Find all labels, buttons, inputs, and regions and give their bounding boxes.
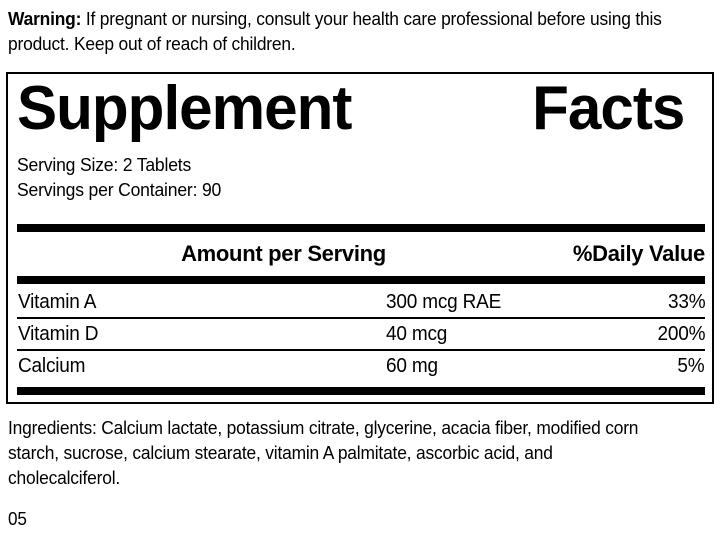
rule-thin-separator: [17, 349, 705, 351]
supplement-facts-inner: Supplement Facts Serving Size: 2 Tablets…: [17, 74, 705, 402]
serving-size: Serving Size: 2 Tablets: [17, 154, 192, 175]
nutrient-name: Vitamin D: [18, 323, 99, 345]
column-header-amount-per-serving: Amount per Serving: [181, 241, 386, 266]
rule-thick-bottom: [17, 387, 705, 395]
nutrient-amount: 40 mcg: [386, 323, 448, 345]
servings-per-container: Servings per Container: 90: [17, 179, 222, 200]
nutrient-name: Calcium: [18, 355, 86, 377]
page-title: Supplement Facts: [17, 74, 685, 143]
title-word-supplement: Supplement: [17, 74, 352, 143]
nutrient-daily-value: 5%: [677, 355, 705, 377]
table-row: Vitamin D 40 mcg 200%: [17, 319, 705, 349]
ingredients-statement: Ingredients: Calcium lactate, potassium …: [8, 417, 639, 488]
nutrient-amount: 300 mcg RAE: [386, 291, 502, 313]
rule-thick-top: [17, 224, 705, 232]
column-header-daily-value: %Daily Value: [572, 241, 705, 266]
warning-text: If pregnant or nursing, consult your hea…: [8, 8, 662, 54]
table-row: Vitamin A 300 mcg RAE 33%: [17, 287, 705, 317]
supplement-facts-panel: Supplement Facts Serving Size: 2 Tablets…: [6, 72, 714, 404]
nutrient-daily-value: 33%: [667, 291, 706, 313]
nutrient-amount: 60 mg: [386, 355, 438, 377]
serving-information: Serving Size: 2 Tablets Servings per Con…: [17, 152, 221, 202]
title-word-facts: Facts: [532, 74, 685, 143]
warning-statement: Warning: If pregnant or nursing, consult…: [8, 6, 666, 56]
rule-thin-separator: [17, 317, 705, 319]
table-row: Calcium 60 mg 5%: [17, 351, 705, 381]
nutrient-daily-value: 200%: [657, 323, 705, 345]
rule-thick-under-headers: [17, 276, 705, 284]
nutrient-name: Vitamin A: [18, 291, 97, 313]
warning-label: Warning:: [8, 8, 82, 29]
footer-code: 05: [8, 509, 27, 529]
